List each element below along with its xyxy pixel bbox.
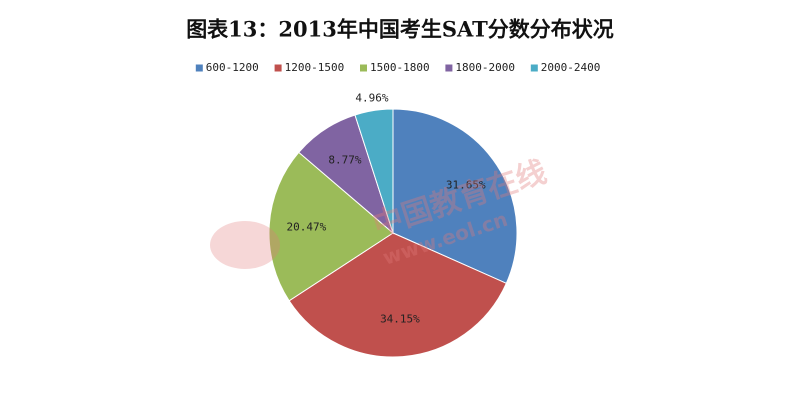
pie-slice xyxy=(392,108,518,284)
legend-swatch xyxy=(360,64,367,72)
data-label: 34.15% xyxy=(380,313,420,326)
chart-title: 图表13：2013年中国考生SAT分数分布状况 xyxy=(186,17,614,42)
legend-label: 600-1200 xyxy=(206,61,259,74)
legend-swatch xyxy=(445,64,453,72)
legend-swatch xyxy=(274,64,282,72)
data-label: 8.77% xyxy=(328,154,361,167)
legend-label: 1500-1800 xyxy=(370,61,430,74)
data-label: 4.96% xyxy=(355,92,388,105)
pie-slice xyxy=(354,108,394,234)
data-label: 20.47% xyxy=(287,220,327,233)
legend-label: 1800-2000 xyxy=(455,61,515,74)
watermark-logo xyxy=(210,221,280,269)
legend: 600-1200 1200-1500 1500-1800 1800-2000 2000-… xyxy=(195,61,601,74)
pie: 31.65% 34.15% 20.47% 8.77% 4.96% xyxy=(268,92,518,358)
legend-label: 1200-1500 xyxy=(285,61,345,74)
pie-slice xyxy=(268,151,394,302)
data-label: 31.65% xyxy=(446,179,486,192)
legend-swatch xyxy=(530,64,538,72)
legend-label: 2000-2400 xyxy=(541,61,601,74)
legend-swatch xyxy=(195,64,203,72)
pie-slice xyxy=(288,232,507,358)
